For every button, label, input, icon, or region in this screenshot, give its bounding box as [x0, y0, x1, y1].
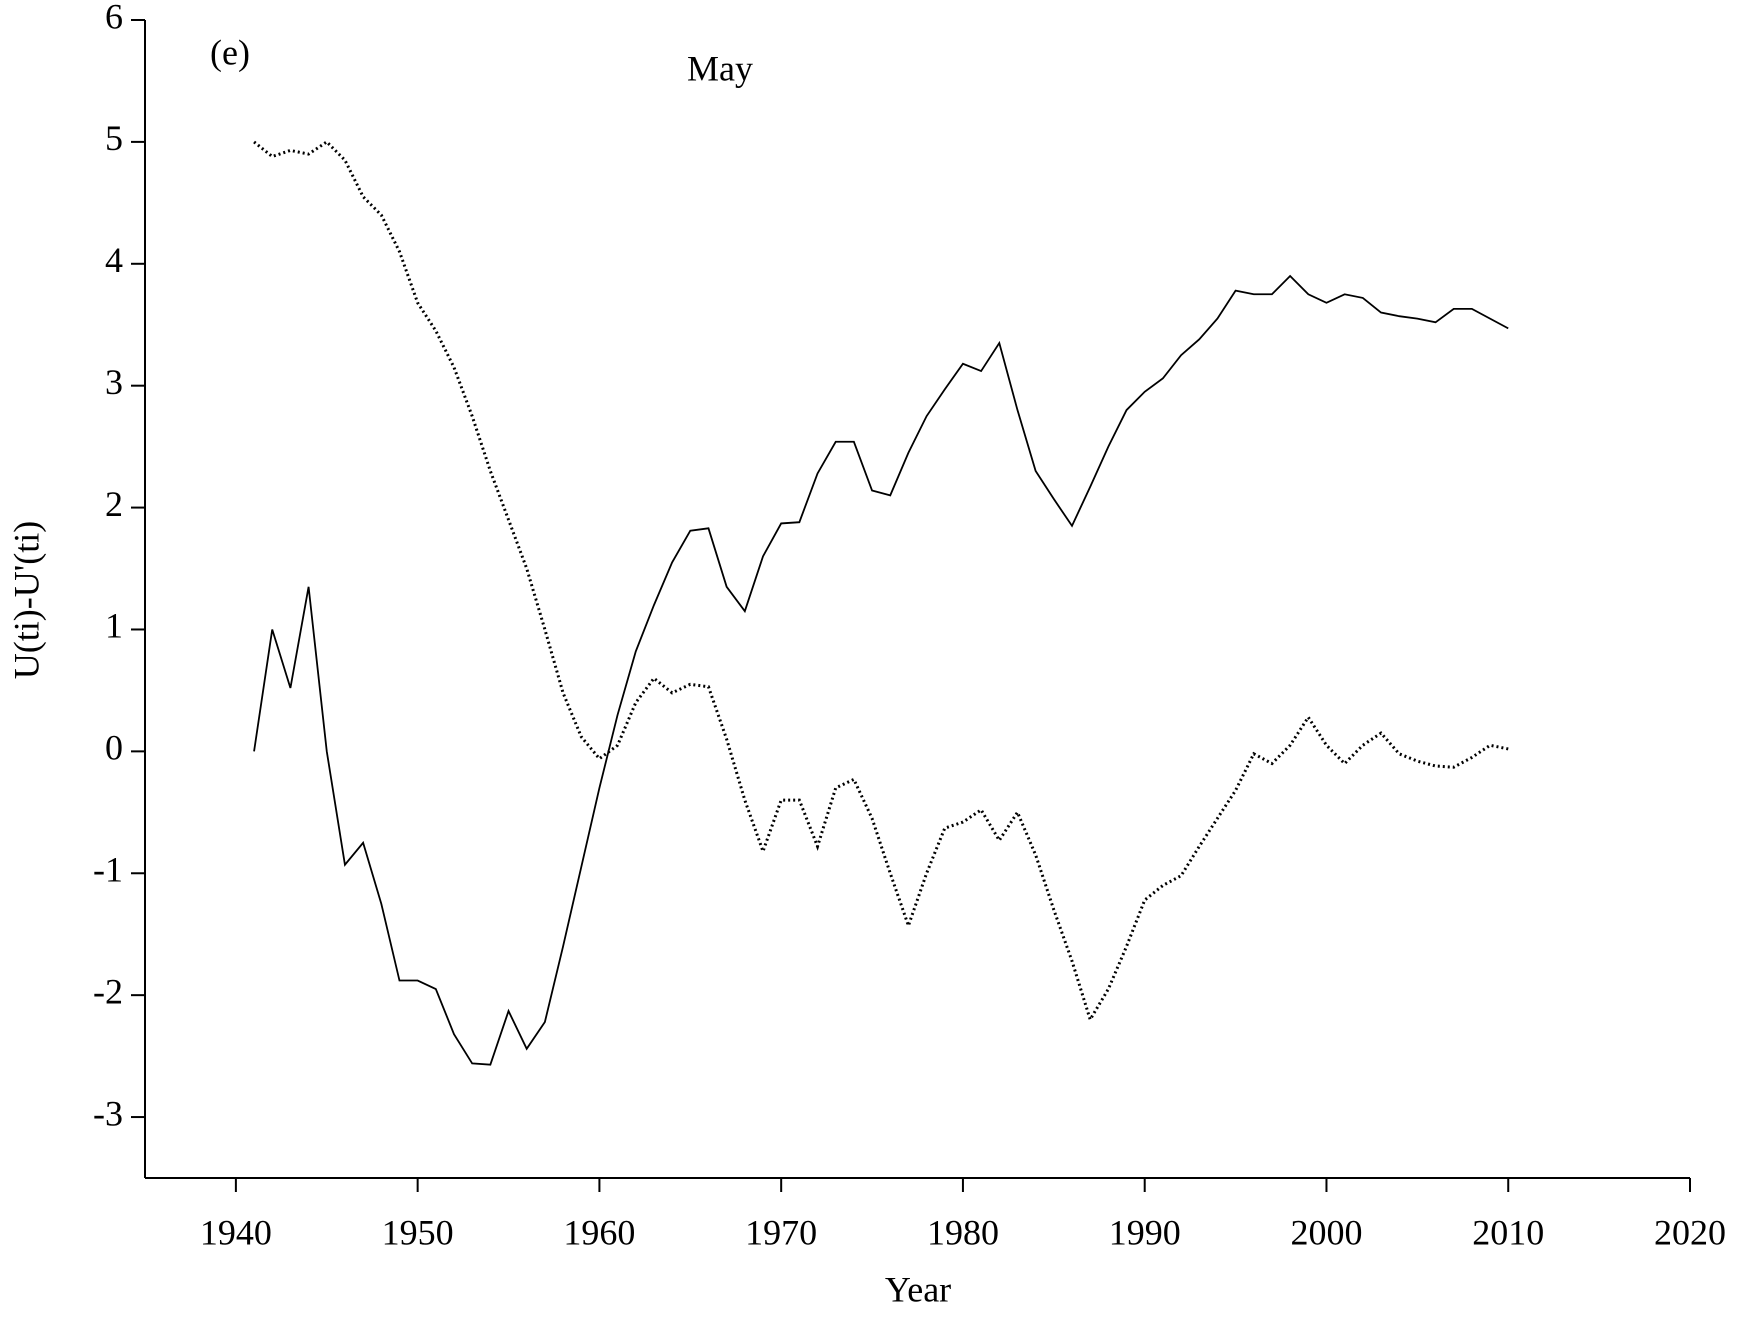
y-tick-label: 4	[105, 240, 123, 280]
x-axis-label: Year	[885, 1269, 951, 1309]
y-axis-label: U(ti)-U'(ti)	[6, 521, 46, 679]
x-tick-label: 1940	[200, 1212, 272, 1252]
x-tick-label: 1960	[563, 1212, 635, 1252]
panel-label: (e)	[210, 32, 250, 72]
y-tick-label: 0	[105, 728, 123, 768]
series-line	[253, 139, 1509, 1024]
y-tick-label: -3	[93, 1093, 123, 1133]
x-tick-label: 1990	[1109, 1212, 1181, 1252]
x-tick-label: 1980	[927, 1212, 999, 1252]
y-tick-label: 6	[105, 0, 123, 36]
x-tick-label: 1970	[745, 1212, 817, 1252]
y-tick-label: 5	[105, 118, 123, 158]
x-tick-label: 2000	[1290, 1212, 1362, 1252]
x-tick-label: 2010	[1472, 1212, 1544, 1252]
x-tick-label: 1950	[382, 1212, 454, 1252]
y-tick-label: 3	[105, 362, 123, 402]
x-tick-label: 2020	[1654, 1212, 1726, 1252]
y-tick-label: 1	[105, 606, 123, 646]
y-tick-label: -1	[93, 850, 123, 890]
y-tick-label: 2	[105, 484, 123, 524]
chart-title: May	[687, 48, 753, 88]
series-line	[253, 274, 1509, 1066]
y-tick-label: -2	[93, 971, 123, 1011]
